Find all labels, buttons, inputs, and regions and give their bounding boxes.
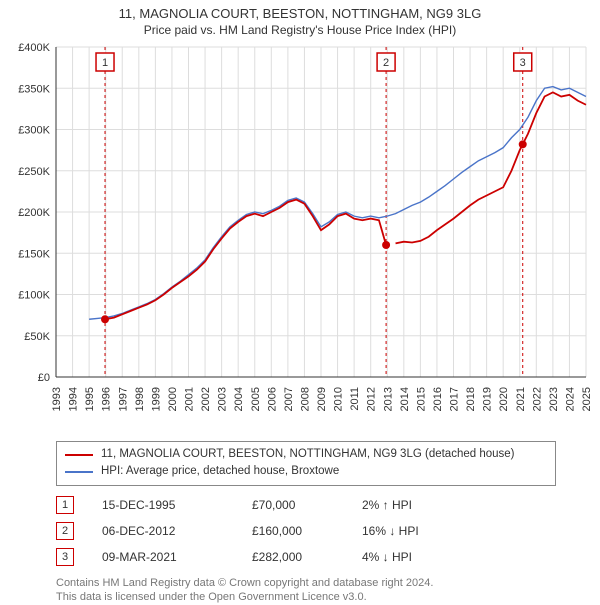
svg-text:£0: £0 xyxy=(38,372,50,384)
svg-text:£100K: £100K xyxy=(18,290,50,302)
svg-text:2003: 2003 xyxy=(217,387,229,411)
svg-text:2016: 2016 xyxy=(432,387,444,411)
txn-date: 06-DEC-2012 xyxy=(102,524,252,538)
txn-price: £160,000 xyxy=(252,524,362,538)
svg-text:2005: 2005 xyxy=(250,387,262,411)
legend-row-hpi: HPI: Average price, detached house, Brox… xyxy=(65,463,547,480)
legend-row-property: 11, MAGNOLIA COURT, BEESTON, NOTTINGHAM,… xyxy=(65,446,547,463)
svg-text:1994: 1994 xyxy=(68,387,80,411)
footnote: Contains HM Land Registry data © Crown c… xyxy=(56,576,592,605)
txn-delta: 16% ↓ HPI xyxy=(362,524,502,538)
svg-text:1: 1 xyxy=(102,57,108,69)
svg-text:2018: 2018 xyxy=(465,387,477,411)
footnote-line1: Contains HM Land Registry data © Crown c… xyxy=(56,576,592,591)
svg-text:2020: 2020 xyxy=(498,387,510,411)
svg-text:2022: 2022 xyxy=(531,387,543,411)
legend-swatch-hpi xyxy=(65,471,93,473)
svg-text:2010: 2010 xyxy=(333,387,345,411)
price-chart: £0 £50K £100K £150K £200K £250K £300K £350K £400… xyxy=(8,43,592,433)
svg-text:2019: 2019 xyxy=(482,387,494,411)
chart-title-address: 11, MAGNOLIA COURT, BEESTON, NOTTINGHAM,… xyxy=(8,6,592,21)
svg-text:2023: 2023 xyxy=(548,387,560,411)
svg-text:£50K: £50K xyxy=(24,331,50,343)
svg-text:2004: 2004 xyxy=(233,387,245,411)
svg-text:1993: 1993 xyxy=(51,387,63,411)
chart-title-subtitle: Price paid vs. HM Land Registry's House … xyxy=(8,23,592,37)
svg-text:2007: 2007 xyxy=(283,387,295,411)
svg-text:2002: 2002 xyxy=(200,387,212,411)
svg-text:£200K: £200K xyxy=(18,207,50,219)
txn-delta: 2% ↑ HPI xyxy=(362,498,502,512)
chart-area: £0 £50K £100K £150K £200K £250K £300K £350K £400… xyxy=(8,43,592,433)
transactions-table: 1 15-DEC-1995 £70,000 2% ↑ HPI 2 06-DEC-… xyxy=(56,492,556,570)
footnote-line2: This data is licensed under the Open Gov… xyxy=(56,590,592,605)
svg-text:3: 3 xyxy=(520,57,526,69)
svg-text:2025: 2025 xyxy=(581,387,592,411)
svg-text:2011: 2011 xyxy=(349,387,361,411)
legend-swatch-property xyxy=(65,454,93,456)
svg-text:2000: 2000 xyxy=(167,387,179,411)
svg-text:£150K: £150K xyxy=(18,248,50,260)
txn-delta: 4% ↓ HPI xyxy=(362,550,502,564)
svg-text:2: 2 xyxy=(383,57,389,69)
svg-text:2015: 2015 xyxy=(415,387,427,411)
table-row: 2 06-DEC-2012 £160,000 16% ↓ HPI xyxy=(56,518,556,544)
svg-text:2021: 2021 xyxy=(515,387,527,411)
svg-text:2001: 2001 xyxy=(184,387,196,411)
txn-price: £282,000 xyxy=(252,550,362,564)
svg-text:£400K: £400K xyxy=(18,43,50,54)
svg-text:1998: 1998 xyxy=(134,387,146,411)
txn-badge-3: 3 xyxy=(56,548,74,566)
svg-text:2014: 2014 xyxy=(399,387,411,411)
txn-badge-1: 1 xyxy=(56,496,74,514)
legend-label-hpi: HPI: Average price, detached house, Brox… xyxy=(101,463,339,480)
txn-date: 09-MAR-2021 xyxy=(102,550,252,564)
txn-price: £70,000 xyxy=(252,498,362,512)
svg-text:2009: 2009 xyxy=(316,387,328,411)
svg-text:2006: 2006 xyxy=(266,387,278,411)
txn-badge-2: 2 xyxy=(56,522,74,540)
svg-text:1995: 1995 xyxy=(84,387,96,411)
txn-date: 15-DEC-1995 xyxy=(102,498,252,512)
svg-text:1996: 1996 xyxy=(101,387,113,411)
svg-text:£250K: £250K xyxy=(18,166,50,178)
legend-label-property: 11, MAGNOLIA COURT, BEESTON, NOTTINGHAM,… xyxy=(101,446,515,463)
svg-text:1999: 1999 xyxy=(150,387,162,411)
table-row: 3 09-MAR-2021 £282,000 4% ↓ HPI xyxy=(56,544,556,570)
container: 11, MAGNOLIA COURT, BEESTON, NOTTINGHAM,… xyxy=(0,0,600,590)
svg-text:£300K: £300K xyxy=(18,125,50,137)
svg-text:£350K: £350K xyxy=(18,83,50,95)
svg-text:2013: 2013 xyxy=(382,387,394,411)
legend: 11, MAGNOLIA COURT, BEESTON, NOTTINGHAM,… xyxy=(56,441,556,486)
svg-text:2012: 2012 xyxy=(366,387,378,411)
svg-text:1997: 1997 xyxy=(117,387,129,411)
svg-text:2008: 2008 xyxy=(299,387,311,411)
svg-text:2017: 2017 xyxy=(449,387,461,411)
table-row: 1 15-DEC-1995 £70,000 2% ↑ HPI xyxy=(56,492,556,518)
svg-text:2024: 2024 xyxy=(564,387,576,411)
